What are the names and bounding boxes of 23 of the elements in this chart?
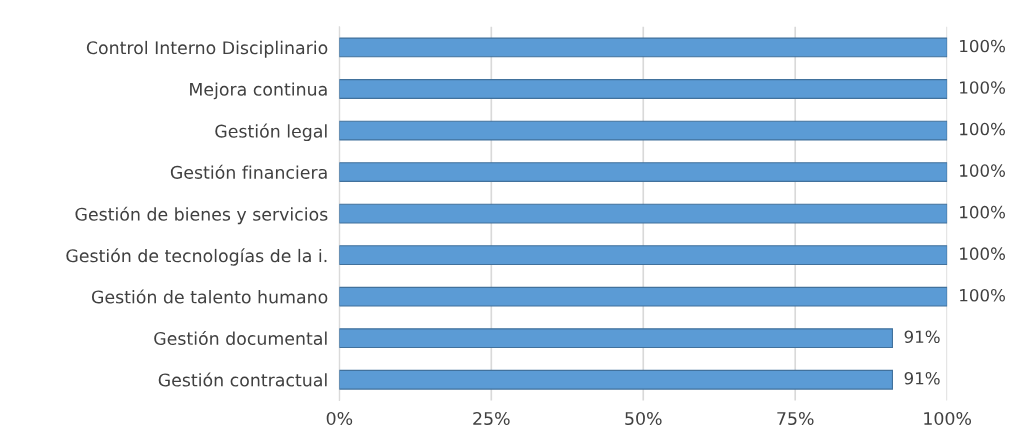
x-tick-label: 50% [625,411,662,426]
x-tick-label: 75% [777,411,814,426]
data-label: 100% [960,81,1005,94]
y-tick-label: Gestión documental [154,330,327,346]
data-label: 100% [960,164,1005,177]
data-label: 100% [960,288,1005,302]
y-tick-label: Control Interno Disciplinario [86,40,328,58]
y-tick-label: Mejora continua [190,82,327,100]
data-label: 91% [904,330,940,344]
y-tick-label: Gestión financiera [170,164,327,179]
data-label: 100% [960,205,1005,219]
y-tick-label: Gestión legal [215,123,327,142]
y-tick-label: Gestión de tecnologías de la i. [66,248,327,266]
y-tick-label: Gestión contractual [158,372,327,387]
y-tick-label: Gestión de bienes y servicios [75,206,328,225]
x-tick-label: 0% [326,411,353,426]
data-label: 91% [904,371,940,385]
data-label: 100% [960,39,1005,53]
data-label: 100% [960,247,1005,260]
y-tick-label: Gestión de talento humano [91,289,328,304]
x-tick-label: 25% [473,411,510,426]
x-tick-label: 100% [924,411,972,426]
data-label: 100% [960,122,1005,136]
